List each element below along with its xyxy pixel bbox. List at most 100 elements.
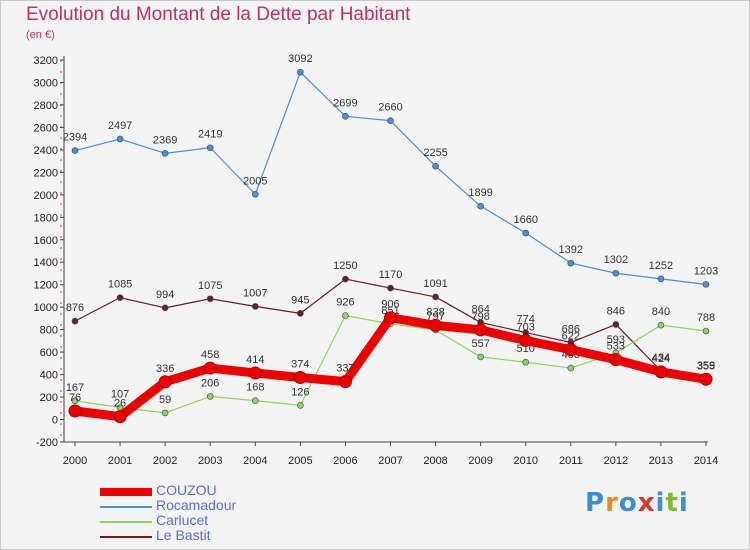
data-point-couzou	[158, 375, 172, 389]
data-point-carlucet	[251, 397, 259, 404]
data-label-carlucet: 59	[159, 394, 171, 406]
data-label-couzou: 703	[517, 322, 535, 334]
data-label-le-bastit: 355	[697, 361, 715, 373]
data-label-couzou: 337	[336, 363, 354, 375]
data-point-couzou	[338, 375, 352, 389]
data-point-carlucet	[657, 321, 665, 329]
data-point-couzou	[654, 365, 668, 379]
data-label-carlucet: 557	[471, 338, 489, 350]
y-tick-label: 1600	[34, 235, 58, 247]
data-label-le-bastit: 876	[66, 302, 84, 314]
data-label-couzou: 533	[607, 341, 625, 353]
y-tick-label: 400	[40, 370, 58, 382]
chart-title: Evolution du Montant de la Dette par Hab…	[26, 4, 411, 25]
data-point-rocamadour	[477, 202, 484, 210]
data-label-le-bastit: 1075	[198, 280, 222, 292]
logo-letter: t	[665, 488, 679, 518]
data-point-couzou	[203, 361, 217, 375]
data-point-couzou	[293, 371, 307, 385]
data-point-rocamadour	[342, 112, 349, 120]
x-tick-label: 2006	[333, 455, 357, 467]
data-label-le-bastit: 846	[607, 305, 625, 317]
data-point-rocamadour	[297, 68, 304, 76]
data-point-couzou	[384, 311, 397, 325]
data-point-couzou	[248, 366, 262, 380]
data-label-carlucet: 510	[517, 343, 535, 355]
chart-subtitle: (en €)	[26, 29, 55, 41]
y-tick-label: 1000	[34, 302, 58, 314]
data-point-carlucet	[477, 353, 484, 361]
data-label-le-bastit: 1085	[108, 279, 132, 291]
data-point-couzou	[699, 372, 713, 386]
data-label-le-bastit: 994	[156, 289, 174, 301]
data-point-rocamadour	[522, 229, 530, 237]
data-label-rocamadour: 1899	[468, 187, 492, 199]
proxiti-logo: Proxiti	[585, 488, 689, 518]
data-label-carlucet: 788	[697, 312, 715, 324]
data-point-carlucet	[567, 364, 575, 372]
legend-label-couzou: COUZOU	[156, 482, 217, 498]
data-point-carlucet	[702, 327, 710, 335]
x-tick-label: 2001	[108, 455, 132, 467]
data-label-le-bastit: 1250	[333, 260, 357, 272]
data-point-rocamadour	[432, 162, 439, 170]
data-point-rocamadour	[71, 147, 79, 154]
data-label-rocamadour: 3092	[288, 53, 312, 65]
data-label-rocamadour: 2255	[423, 147, 447, 159]
data-point-le-bastit	[612, 321, 620, 328]
data-label-rocamadour: 2005	[243, 175, 267, 187]
x-tick-label: 2005	[288, 455, 312, 467]
data-label-carlucet: 206	[201, 377, 219, 389]
data-point-couzou	[609, 353, 623, 367]
data-label-carlucet: 797	[426, 311, 444, 323]
data-point-rocamadour	[251, 190, 259, 198]
data-label-rocamadour: 1660	[513, 214, 537, 226]
logo-letter: r	[605, 488, 619, 518]
data-label-carlucet: 593	[607, 334, 625, 346]
x-tick-label: 2000	[63, 455, 87, 467]
data-point-rocamadour	[657, 275, 665, 283]
data-label-rocamadour: 1203	[694, 265, 718, 277]
y-tick-label: 600	[40, 347, 58, 359]
data-label-couzou: 26	[114, 398, 126, 410]
data-label-carlucet: 107	[111, 389, 129, 401]
x-tick-label: 2013	[649, 455, 673, 467]
data-label-le-bastit: 1007	[243, 287, 267, 299]
data-label-couzou: 622	[562, 331, 580, 343]
data-label-rocamadour: 1302	[604, 254, 628, 266]
data-point-le-bastit	[342, 275, 349, 283]
data-point-rocamadour	[387, 117, 394, 124]
y-tick-label: 1800	[34, 212, 58, 224]
data-label-couzou: 458	[201, 349, 219, 361]
data-point-le-bastit	[432, 293, 439, 301]
x-tick-label: 2007	[378, 455, 402, 467]
x-tick-label: 2009	[468, 455, 492, 467]
y-tick-label: 2600	[34, 122, 58, 134]
data-point-couzou	[474, 323, 488, 337]
logo-letter: i	[655, 488, 666, 518]
logo-letter: P	[585, 488, 606, 518]
data-point-carlucet	[522, 358, 530, 366]
data-point-rocamadour	[567, 259, 575, 267]
x-tick-label: 2003	[198, 455, 222, 467]
x-tick-label: 2014	[694, 455, 718, 467]
data-point-couzou	[519, 334, 533, 348]
data-label-le-bastit: 1091	[423, 278, 447, 290]
x-tick-label: 2012	[604, 455, 628, 467]
data-label-le-bastit: 945	[291, 294, 309, 306]
data-point-carlucet	[297, 402, 304, 409]
legend-swatch-couzou	[100, 488, 152, 496]
logo-letter: x	[637, 488, 656, 518]
data-label-rocamadour: 2660	[378, 102, 402, 114]
data-point-carlucet	[71, 397, 79, 405]
y-tick-label: 2200	[34, 167, 58, 179]
data-point-le-bastit	[116, 294, 124, 301]
data-label-couzou: 336	[156, 363, 174, 375]
data-point-carlucet	[206, 393, 214, 400]
data-point-le-bastit	[251, 303, 259, 310]
data-point-le-bastit	[206, 295, 214, 303]
data-label-rocamadour: 2699	[333, 97, 357, 109]
data-label-couzou: 838	[426, 306, 444, 318]
data-label-couzou: 798	[471, 311, 489, 323]
